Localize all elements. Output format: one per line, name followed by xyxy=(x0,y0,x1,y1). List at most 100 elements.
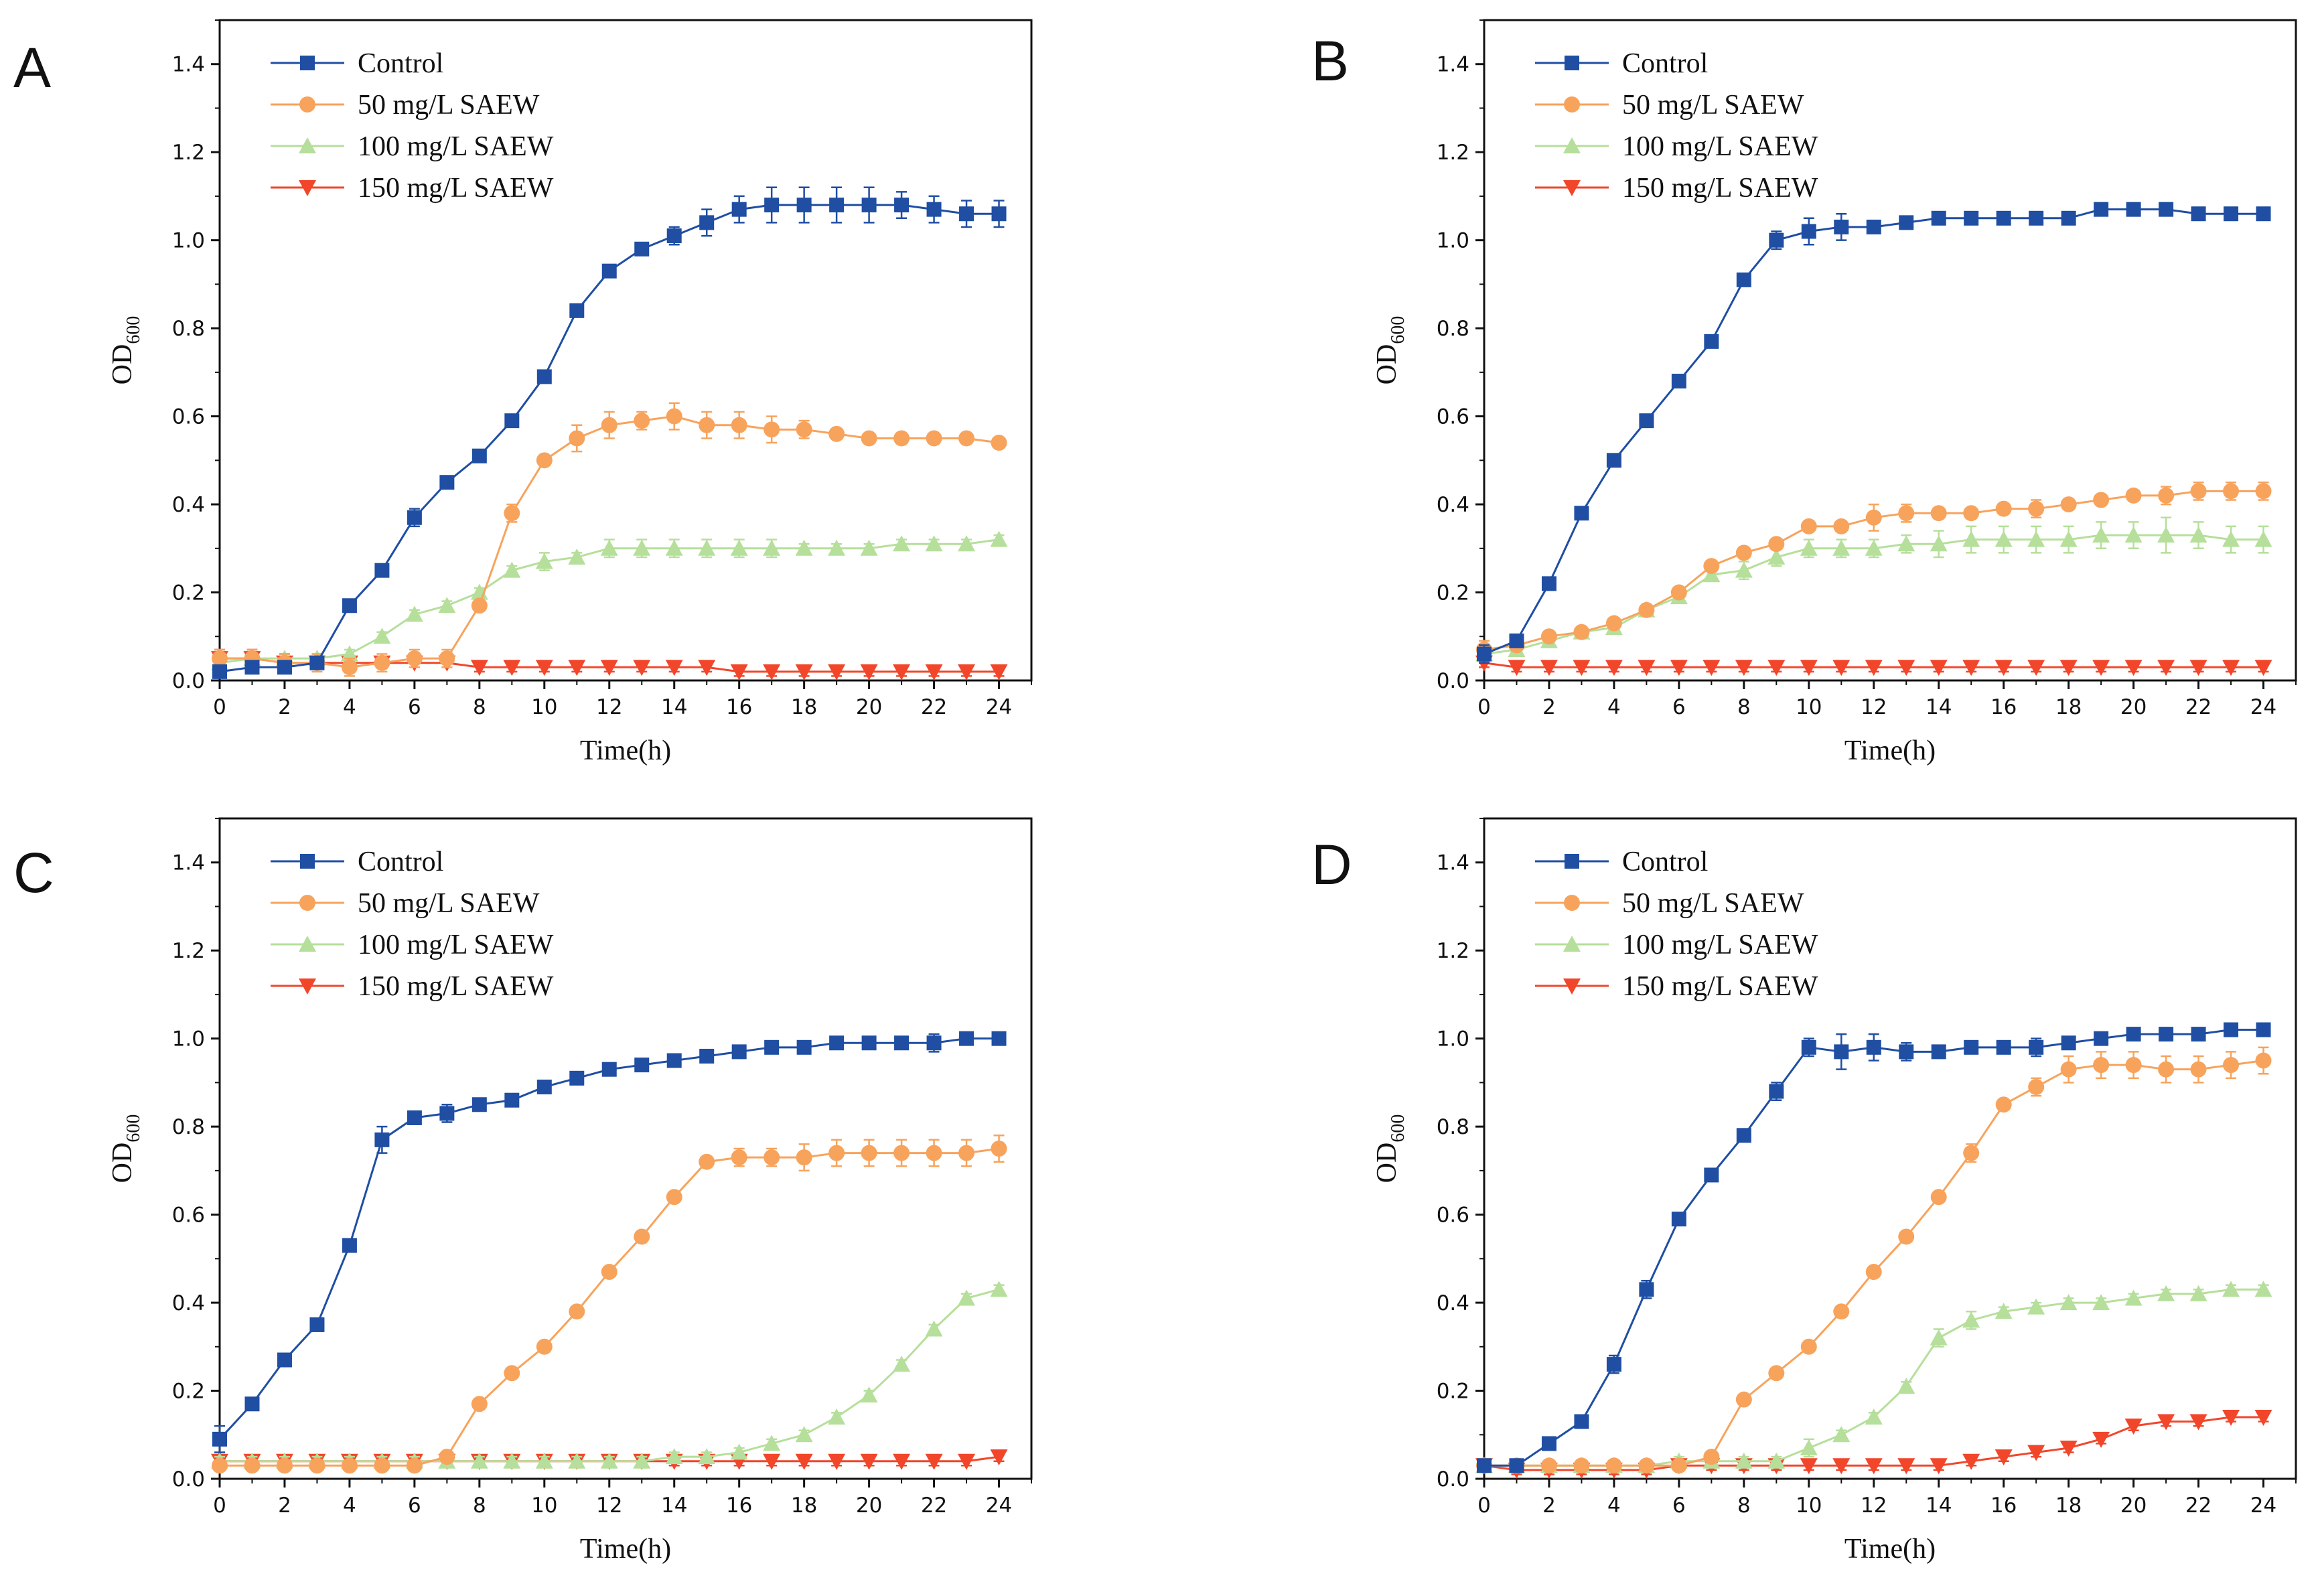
data-point xyxy=(1768,1365,1785,1382)
x-tick-label: 6 xyxy=(1672,695,1686,719)
y-tick-label: 0.6 xyxy=(1437,1204,1469,1228)
data-point xyxy=(535,1452,553,1469)
data-point xyxy=(340,645,358,662)
data-point xyxy=(763,664,781,680)
x-tick-label: 2 xyxy=(1542,695,1556,719)
data-point xyxy=(2158,487,2175,504)
data-point xyxy=(1541,1436,1556,1451)
data-point xyxy=(309,1317,325,1332)
data-point xyxy=(730,664,748,680)
data-point xyxy=(2124,660,2143,676)
data-point xyxy=(568,1452,586,1469)
legend: Control 50 mg/L SAEW 100 mg/L SAEW 150 mg/L… xyxy=(1535,847,1818,1002)
data-point xyxy=(731,417,747,433)
data-point xyxy=(1801,224,1816,239)
data-point xyxy=(439,1449,455,1465)
data-point xyxy=(699,215,715,230)
y-tick-label: 1.0 xyxy=(1437,229,1469,253)
data-point xyxy=(1541,576,1556,591)
data-point xyxy=(2124,1419,2143,1435)
x-tick-label: 24 xyxy=(2250,695,2276,719)
x-tick-label: 20 xyxy=(2120,1494,2147,1518)
data-point xyxy=(2222,1281,2240,1297)
data-point xyxy=(634,1228,650,1245)
data-point xyxy=(472,448,487,463)
data-point xyxy=(828,1145,845,1161)
legend-label: 50 mg/L SAEW xyxy=(1622,888,1804,919)
x-tick-label: 0 xyxy=(213,695,226,719)
data-point xyxy=(1573,624,1590,640)
data-point xyxy=(1704,334,1719,349)
data-point xyxy=(925,1453,943,1470)
data-point xyxy=(1606,453,1621,468)
data-point xyxy=(926,1145,942,1161)
data-point xyxy=(2255,483,2272,500)
data-point xyxy=(1509,633,1524,648)
data-point xyxy=(1767,660,1786,676)
data-point xyxy=(666,228,682,244)
x-tick-label: 0 xyxy=(213,1494,226,1518)
data-point xyxy=(568,660,586,676)
legend-marker xyxy=(1563,137,1581,153)
data-point xyxy=(2189,1285,2207,1301)
data-point xyxy=(1962,660,1980,676)
data-point xyxy=(730,539,748,556)
data-point xyxy=(569,430,585,447)
data-point xyxy=(2124,526,2143,543)
data-point xyxy=(1897,1458,1915,1475)
data-point xyxy=(2060,496,2077,513)
data-point xyxy=(665,1448,683,1465)
data-point xyxy=(958,430,975,447)
data-point xyxy=(860,1386,878,1403)
data-point xyxy=(1834,1044,1849,1060)
data-point xyxy=(1930,1189,1947,1206)
legend-marker xyxy=(1563,180,1581,196)
data-point xyxy=(2061,1035,2076,1051)
data-point xyxy=(2191,206,2206,222)
data-point xyxy=(1736,1128,1751,1143)
data-point xyxy=(342,598,357,613)
data-point xyxy=(764,1149,780,1166)
data-point xyxy=(1899,215,1914,230)
data-point xyxy=(2060,1061,2077,1078)
data-point xyxy=(959,1031,974,1046)
data-point xyxy=(1833,1303,1850,1320)
data-point xyxy=(699,1153,715,1170)
x-tick-label: 16 xyxy=(1990,1494,2017,1518)
y-tick-label: 0.0 xyxy=(172,669,205,693)
legend-label: Control xyxy=(1622,847,1708,877)
data-point xyxy=(925,535,943,552)
data-point xyxy=(1995,500,2012,517)
data-point xyxy=(212,650,228,667)
data-point xyxy=(569,1070,585,1086)
data-point xyxy=(504,1092,520,1108)
data-point xyxy=(1996,1039,2011,1055)
panel-letter: C xyxy=(13,841,54,904)
data-point xyxy=(764,1039,780,1055)
series-1 xyxy=(212,1135,1007,1474)
data-point xyxy=(1964,210,1979,226)
y-tick-label: 0.0 xyxy=(1437,1467,1469,1492)
data-point xyxy=(1769,1084,1784,1099)
data-point xyxy=(470,660,488,676)
data-point xyxy=(244,660,260,675)
x-tick-label: 8 xyxy=(473,695,486,719)
panel-B: B0.00.20.40.60.81.01.21.40 2 4 6 8 10 12 14 16 18… xyxy=(1311,19,2297,766)
data-point xyxy=(796,198,812,213)
data-point xyxy=(1897,660,1915,676)
data-point xyxy=(406,1457,423,1474)
data-point xyxy=(374,1457,390,1474)
y-tick-label: 1.0 xyxy=(172,1027,205,1051)
data-point xyxy=(1670,584,1687,601)
legend: Control 50 mg/L SAEW 100 mg/L SAEW 150 mg/L… xyxy=(271,847,554,1002)
data-point xyxy=(829,198,845,213)
data-point xyxy=(1832,539,1851,556)
legend-label: 150 mg/L SAEW xyxy=(1622,173,1818,204)
legend-label: 100 mg/L SAEW xyxy=(358,131,554,162)
data-point xyxy=(212,1431,227,1447)
data-point xyxy=(698,660,716,676)
data-point xyxy=(2029,1039,2044,1055)
data-point xyxy=(1899,1044,1914,1060)
data-point xyxy=(763,539,781,556)
data-point xyxy=(731,1149,747,1166)
